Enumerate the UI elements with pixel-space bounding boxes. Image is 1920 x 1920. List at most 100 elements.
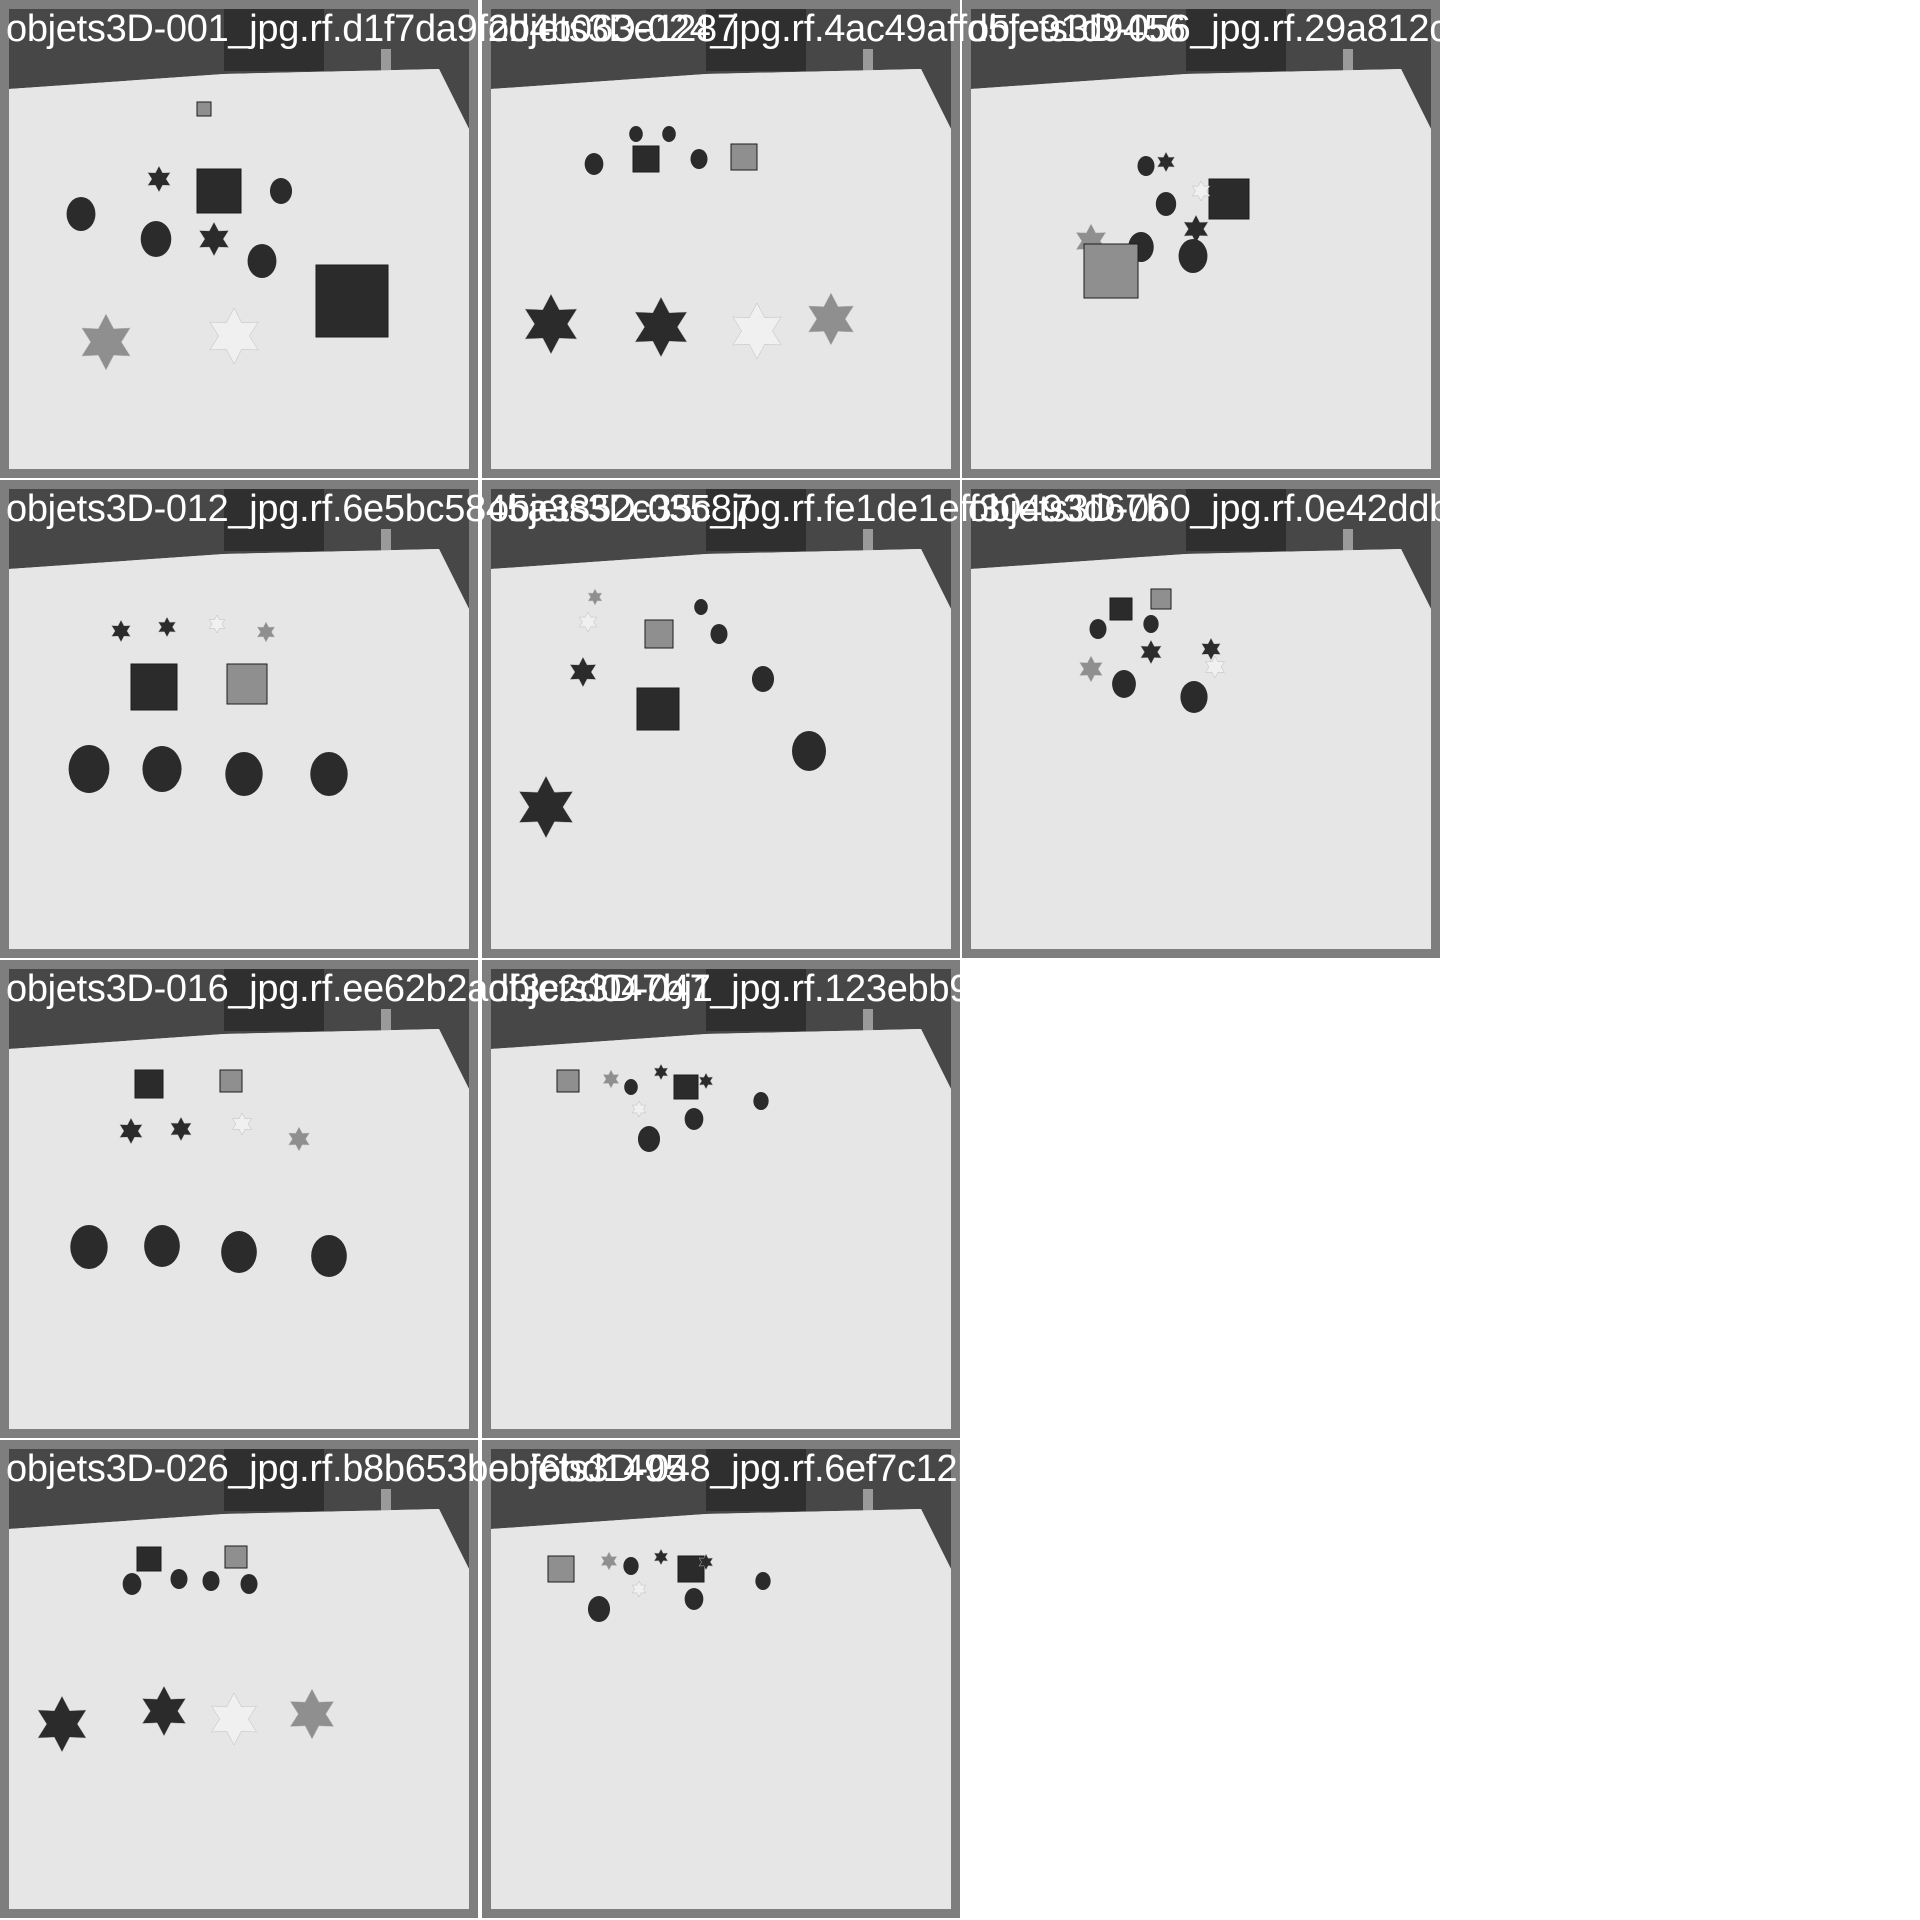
table-top — [9, 549, 469, 949]
star-object — [211, 1692, 257, 1746]
star-object — [256, 621, 276, 643]
star-object — [600, 1551, 618, 1571]
gallery-tile[interactable] — [482, 960, 960, 1438]
star-object — [81, 313, 131, 371]
egg-object — [753, 1092, 769, 1110]
cube-object — [130, 663, 178, 711]
gallery-tile[interactable] — [962, 480, 1440, 958]
egg-object — [240, 1574, 258, 1594]
table-top — [971, 549, 1431, 949]
image-caption: objets3D-047_jpg.rf.123ebb9affd5d343598e — [488, 968, 1220, 1010]
gallery-tile[interactable] — [962, 0, 1440, 478]
cube-object — [134, 1069, 164, 1099]
egg-object — [142, 746, 182, 792]
egg-object — [792, 731, 826, 771]
egg-object — [1089, 619, 1107, 639]
star-object — [631, 1100, 647, 1118]
star-object — [147, 165, 171, 193]
egg-object — [624, 1079, 638, 1095]
cube-object — [1150, 588, 1172, 610]
egg-object — [1112, 670, 1136, 698]
table-top — [9, 69, 469, 469]
photo-thumbnail — [971, 9, 1431, 469]
star-object — [111, 619, 131, 643]
egg-object — [755, 1572, 771, 1590]
star-object — [631, 1580, 647, 1598]
door-panel — [1186, 9, 1286, 71]
door-panel — [706, 1449, 806, 1511]
star-object — [170, 1116, 192, 1142]
star-object — [524, 293, 578, 355]
image-caption: objets3D-001_jpg.rf.d1f7da9f2d4b063e1287 — [6, 8, 738, 50]
cube-object — [219, 1069, 243, 1093]
photo-thumbnail — [9, 489, 469, 949]
egg-object — [690, 149, 708, 169]
photo-thumbnail — [971, 489, 1431, 949]
table-top — [491, 1029, 951, 1429]
gallery-tile[interactable] — [0, 1440, 478, 1918]
star-object — [698, 1072, 714, 1090]
egg-object — [1137, 156, 1155, 176]
image-caption: objets3D-060_jpg.rf.0e42ddb0fe2a16126f74 — [968, 488, 1700, 530]
star-object — [578, 611, 598, 633]
star-object — [518, 775, 574, 839]
egg-object — [1155, 192, 1177, 216]
table-top — [491, 549, 951, 949]
egg-object — [710, 624, 728, 644]
door-panel — [1186, 489, 1286, 551]
photo-thumbnail — [491, 489, 951, 949]
egg-object — [202, 1571, 220, 1591]
image-caption: objets3D-012_jpg.rf.6e5bc5845a3852c35c87 — [6, 488, 753, 530]
star-object — [141, 1685, 187, 1737]
star-object — [653, 1063, 669, 1081]
star-object — [634, 296, 688, 358]
door-panel — [706, 969, 806, 1031]
gallery-tile[interactable] — [0, 960, 478, 1438]
cube-object — [556, 1069, 580, 1093]
cube-object — [673, 1074, 699, 1100]
gallery-tile[interactable] — [482, 1440, 960, 1918]
star-object — [288, 1126, 310, 1152]
image-caption: objets3D-048_jpg.rf.6ef7c12b3484abeaa02b — [488, 1448, 1229, 1490]
egg-object — [311, 1235, 347, 1277]
star-object — [569, 656, 597, 688]
egg-object — [140, 221, 172, 257]
cube-object — [224, 1545, 248, 1569]
gallery-tile[interactable] — [482, 0, 960, 478]
cube-object — [196, 168, 242, 214]
cube-object — [1083, 243, 1139, 299]
egg-object — [1143, 615, 1159, 633]
star-object — [1079, 655, 1103, 683]
egg-object — [144, 1225, 180, 1267]
egg-object — [68, 745, 110, 793]
cube-object — [315, 264, 389, 338]
table-top — [491, 69, 951, 469]
egg-object — [310, 752, 348, 796]
photo-thumbnail — [9, 9, 469, 469]
egg-object — [587, 1596, 611, 1622]
cube-object — [636, 687, 680, 731]
gallery-tile[interactable] — [0, 480, 478, 958]
photo-thumbnail — [491, 1449, 951, 1909]
egg-object — [66, 197, 96, 231]
cube-object — [136, 1546, 162, 1572]
egg-object — [170, 1569, 188, 1589]
gallery-tile[interactable] — [482, 480, 960, 958]
egg-object — [662, 126, 676, 142]
star-object — [209, 307, 259, 365]
door-panel — [224, 489, 324, 551]
image-caption: objets3D-016_jpg.rf.ee62b2adf3c2d047bj1 — [6, 968, 713, 1010]
photo-thumbnail — [9, 1449, 469, 1909]
cube-object — [1208, 178, 1250, 220]
door-panel — [706, 489, 806, 551]
egg-object — [1178, 239, 1208, 273]
egg-object — [70, 1225, 108, 1269]
egg-object — [247, 244, 277, 278]
door-panel — [224, 1449, 324, 1511]
gallery-tile[interactable] — [0, 0, 478, 478]
photo-thumbnail — [491, 9, 951, 469]
image-caption: objets3D-024_jpg.rf.4ac49affd5fe91d9456 — [488, 8, 1186, 50]
egg-object — [684, 1588, 704, 1610]
egg-object — [1180, 681, 1208, 713]
